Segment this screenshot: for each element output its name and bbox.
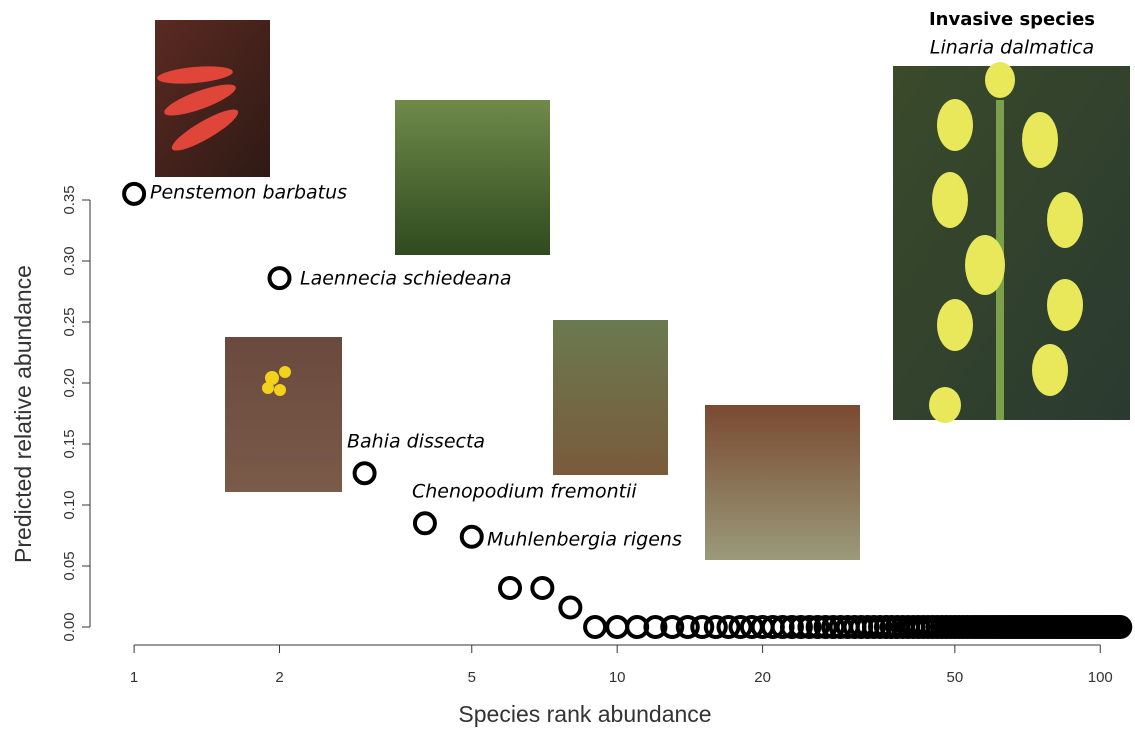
annotation: Invasive species — [929, 9, 1095, 30]
annotation: Bahia dissecta — [347, 431, 485, 453]
annotation: Muhlenbergia rigens — [487, 529, 682, 551]
point — [124, 184, 144, 204]
y-tick-label: 0.15 — [61, 429, 78, 458]
x-tick-label: 50 — [947, 669, 964, 686]
x-tick-label: 1 — [130, 669, 138, 686]
point — [270, 268, 290, 288]
photos — [155, 20, 1130, 560]
annotation: Penstemon barbatus — [150, 182, 347, 204]
point — [355, 463, 375, 483]
x-tick-label: 10 — [609, 669, 626, 686]
photo-chenopodium — [553, 320, 668, 475]
point — [415, 513, 435, 533]
point — [560, 597, 580, 617]
y-tick-label: 0.30 — [61, 246, 78, 275]
annotation: Linaria dalmatica — [930, 37, 1094, 59]
point — [607, 617, 627, 637]
x-tick-label: 20 — [754, 669, 771, 686]
y-tick-label: 0.10 — [61, 490, 78, 519]
x-tick-label: 100 — [1088, 669, 1113, 686]
point — [500, 578, 520, 598]
photo-bahia — [225, 337, 342, 492]
photo-linaria — [893, 66, 1130, 420]
x-axis-label: Species rank abundance — [458, 701, 711, 727]
annotation: Chenopodium fremontii — [412, 481, 637, 503]
x-tick-label: 5 — [468, 669, 476, 686]
point — [532, 578, 552, 598]
point — [462, 527, 482, 547]
y-tick-label: 0.25 — [61, 307, 78, 336]
x-tick-label: 2 — [275, 669, 283, 686]
y-tick-label: 0.00 — [61, 612, 78, 641]
annotation: Laennecia schiedeana — [300, 268, 512, 290]
y-tick-label: 0.20 — [61, 368, 78, 397]
y-axis-label: Predicted relative abundance — [10, 265, 36, 563]
y-tick-label: 0.05 — [61, 551, 78, 580]
photo-laennecia — [395, 100, 550, 255]
point — [585, 617, 605, 637]
photo-muhlenbergia — [705, 405, 860, 560]
chart: Penstemon barbatus Laennecia schiedeana … — [0, 0, 1135, 733]
y-tick-label: 0.35 — [61, 185, 78, 214]
